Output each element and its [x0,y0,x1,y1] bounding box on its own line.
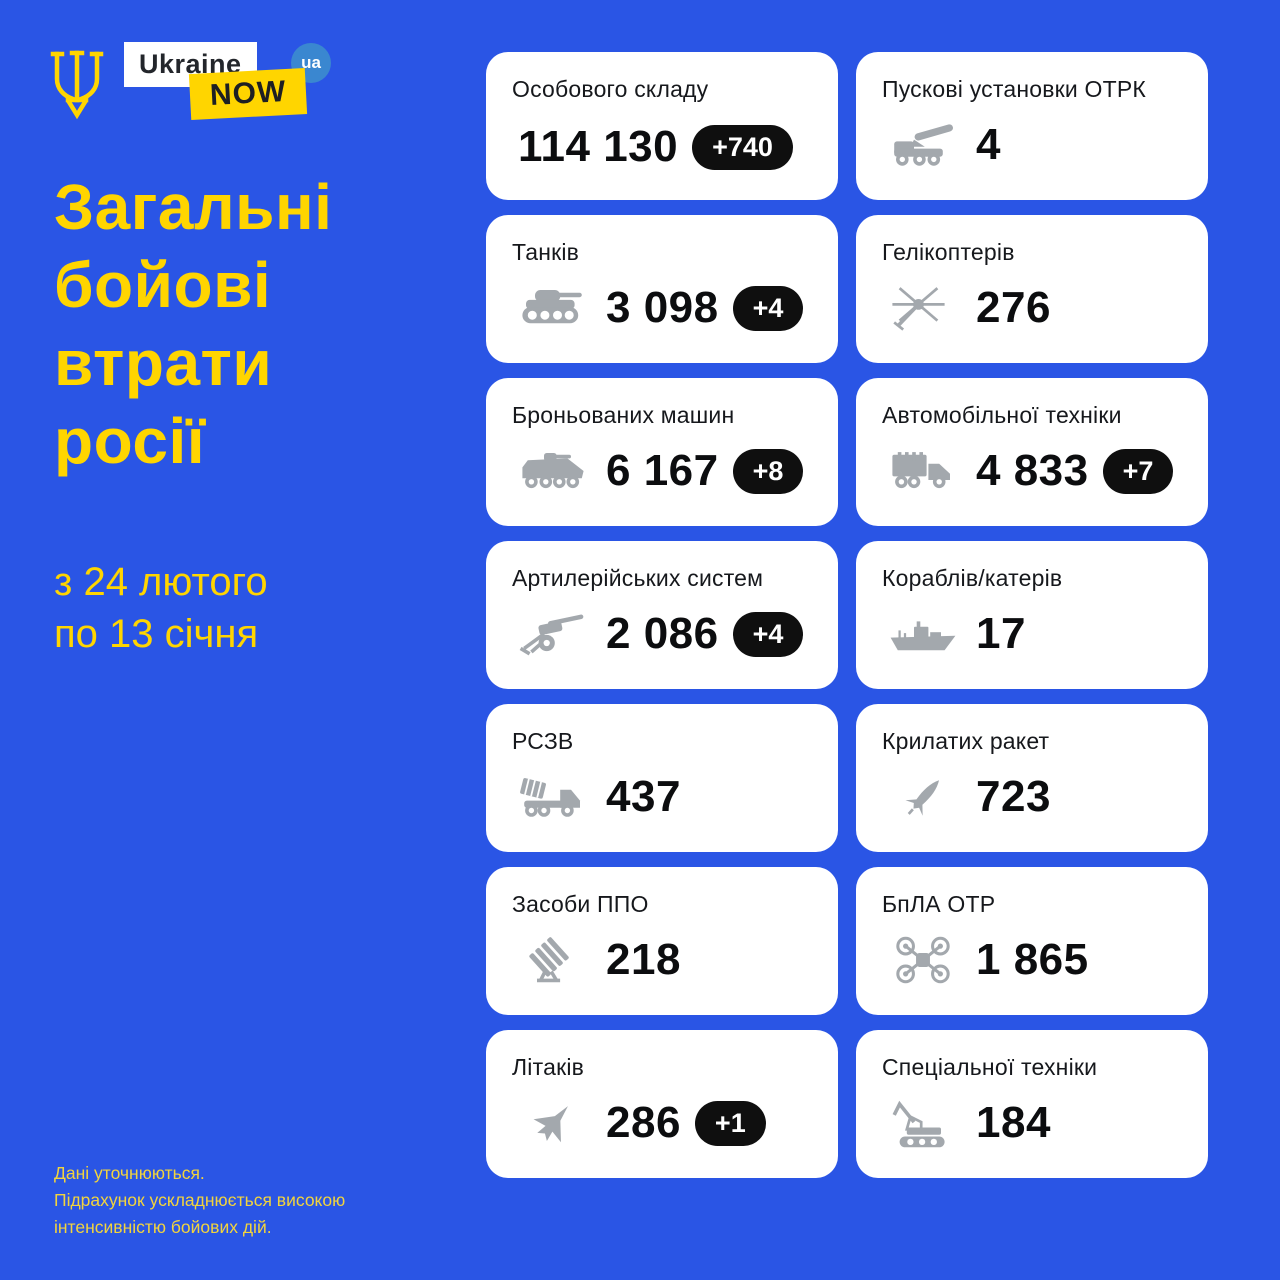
stat-card-air-defense: Засоби ППО [486,867,838,1015]
stat-value: 286 [606,1098,681,1147]
date-range: з 24 лютого по 13 січня [54,556,268,660]
title-line: бойові [54,249,272,322]
stat-card-personnel: Особового складу 114 130 +740 [486,52,838,200]
stat-value: 114 130 [518,122,679,171]
apc-icon [514,444,592,498]
stat-label: Артилерійських систем [512,565,764,591]
date-range-line: з 24 лютого [54,560,268,604]
stat-value: 1 865 [976,935,1089,984]
air-defense-icon [514,933,592,987]
stat-value: 184 [976,1098,1051,1147]
stat-value: 218 [606,935,681,984]
crane-icon [884,1096,962,1150]
stat-card-artillery: Артилерійських систем 2 086 [486,541,838,689]
footnote-line: Дані уточнюються. [54,1163,205,1183]
stat-label: Крилатих ракет [882,728,1050,754]
stat-card-planes: Літаків 286 +1 [486,1030,838,1178]
stat-label: Особового складу [512,76,709,102]
stat-card-helicopters: Гелікоптерів 276 [856,215,1208,363]
stat-card-otrk-launchers: Пускові установки ОТРК 4 [856,52,1208,200]
mlrs-icon [514,770,592,824]
stat-card-vehicles: Автомобільної техніки 4 833 +7 [856,378,1208,526]
footnote-line: інтенсивністю бойових дій. [54,1217,272,1238]
stat-value: 3 098 [606,283,719,332]
cruise-missile-icon [884,770,962,824]
page-title: Загальні бойові втрати росії [54,168,332,480]
stat-card-cruise-missiles: Крилатих ракет 723 [856,704,1208,852]
stat-label: Пускові установки ОТРК [882,76,1147,102]
stat-card-special-equipment: Спеціальної техніки 184 [856,1030,1208,1178]
helicopter-icon [884,281,962,335]
stat-label: Автомобільної техніки [882,402,1122,428]
stat-value: 4 [976,120,1001,169]
stat-card-tanks: Танків 3 098 +4 [486,215,838,363]
delta-badge: +4 [732,611,804,657]
stats-grid: Особового складу 114 130 +740 Пускові ус… [486,52,1208,1178]
stat-label: Кораблів/катерів [882,565,1063,591]
artillery-icon [514,607,592,661]
stat-label: БпЛА ОТР [882,891,996,917]
stat-value: 723 [976,772,1051,821]
stat-label: Броньованих машин [512,402,735,428]
date-range-line: по 13 січня [54,612,259,656]
delta-badge: +7 [1102,448,1174,494]
trident-icon [50,50,104,120]
stat-value: 2 086 [606,609,719,658]
stat-value: 276 [976,283,1051,332]
drone-icon [884,933,962,987]
stat-label: Танків [512,239,580,265]
stat-label: РСЗВ [512,728,574,754]
title-line: Загальні [54,171,333,243]
stat-card-mlrs: РСЗВ 43 [486,704,838,852]
tel-launcher-icon [884,118,962,172]
ship-icon [884,607,962,661]
stat-value: 17 [976,609,1026,658]
delta-badge: +740 [692,124,793,170]
stat-label: Засоби ППО [512,891,649,917]
title-line: втрати [54,327,273,400]
stat-card-armoured-vehicles: Броньованих машин 6 167 +8 [486,378,838,526]
stat-label: Гелікоптерів [882,239,1015,265]
title-line: росії [54,405,206,478]
stat-value: 4 833 [976,446,1089,495]
delta-badge: +8 [732,448,804,494]
stat-label: Літаків [512,1054,585,1080]
stat-card-uav: БпЛА ОТР 1 865 [856,867,1208,1015]
stat-value: 437 [606,772,681,821]
jet-icon [514,1096,592,1150]
stat-value: 6 167 [606,446,719,495]
truck-icon [884,444,962,498]
delta-badge: +4 [732,285,804,331]
logo-now-box: NOW [188,67,308,121]
footnote: Дані уточнюються. Підрахунок ускладнюєть… [54,1160,345,1241]
footnote-line: Підрахунок ускладнюється високою [54,1190,346,1211]
tank-icon [514,281,592,335]
stat-label: Спеціальної техніки [882,1054,1098,1080]
stat-card-ships: Кораблів/катерів 17 [856,541,1208,689]
delta-badge: +1 [694,1100,766,1146]
ukraine-now-logo: Ukraine ua NOW [124,40,354,124]
